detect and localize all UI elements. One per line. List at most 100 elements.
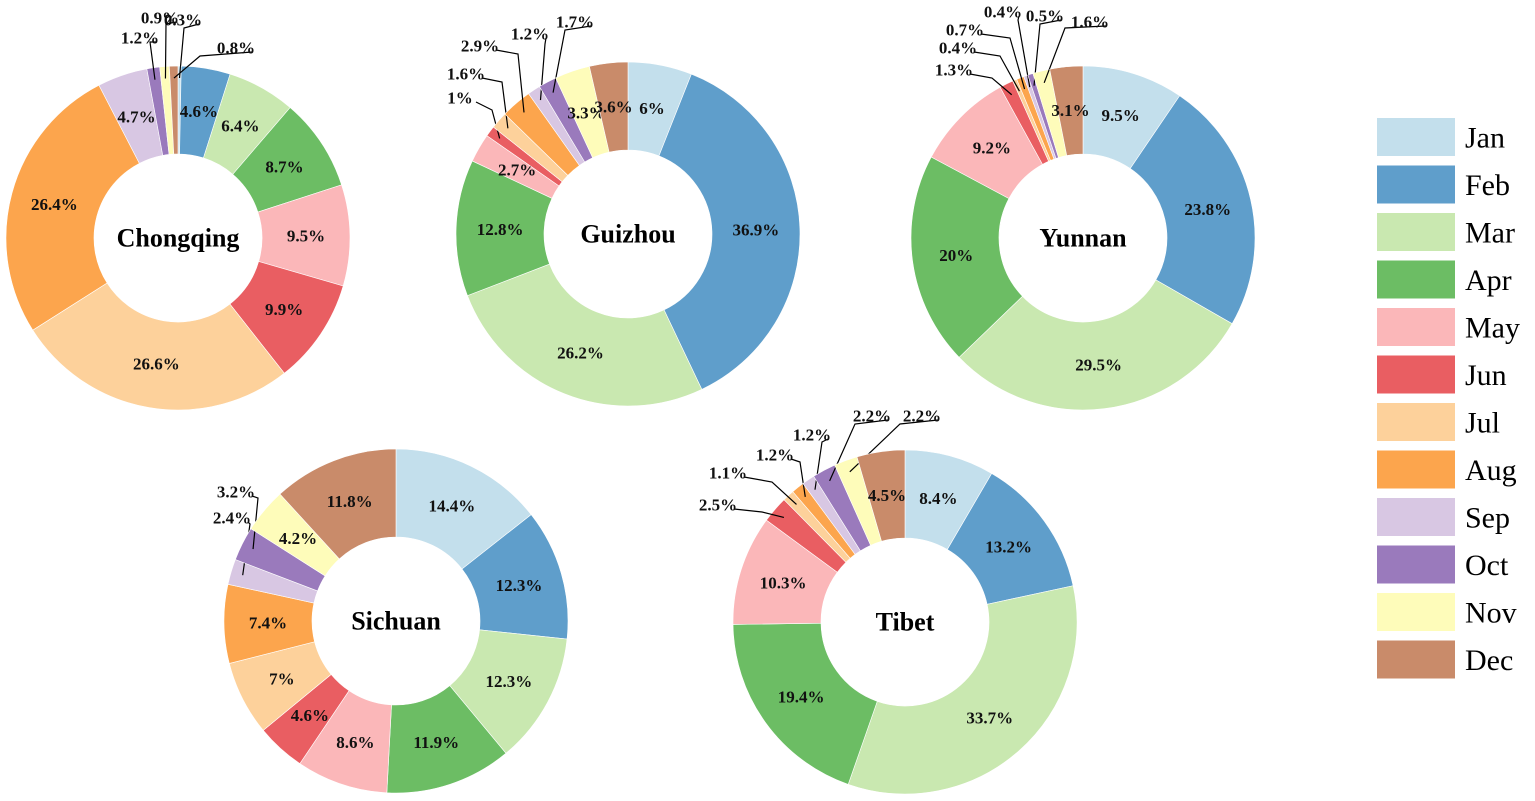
slice-label-sichuan-jun: 4.6% — [291, 706, 329, 725]
slice-label-chongqing-may: 9.5% — [287, 226, 325, 245]
slice-chongqing-aug — [5, 84, 140, 331]
slice-label-guizhou-aug: 2.9% — [461, 37, 499, 56]
slice-label-tibet-nov: 2.2% — [903, 407, 941, 426]
legend-swatch-aug — [1377, 450, 1455, 489]
slice-label-chongqing-mar: 6.4% — [221, 117, 259, 136]
slice-label-chongqing-feb: 4.6% — [180, 102, 218, 121]
leader-line-chongqing-dec — [173, 51, 253, 79]
leader-line-yunnan-jul — [973, 51, 1020, 92]
legend-label-nov: Nov — [1465, 597, 1517, 630]
legend-label-jul: Jul — [1465, 407, 1500, 440]
slice-label-guizhou-sep: 1.2% — [511, 25, 549, 44]
slice-label-yunnan-nov: 1.6% — [1071, 13, 1109, 32]
slice-label-tibet-jul: 1.1% — [709, 464, 747, 483]
legend-swatch-may — [1377, 308, 1455, 346]
slice-label-sichuan-aug: 7.4% — [249, 614, 287, 633]
leader-line-guizhou-oct — [552, 25, 592, 93]
slice-label-guizhou-jul: 1.6% — [447, 65, 485, 84]
legend-swatch-dec — [1377, 640, 1455, 679]
legend-swatch-sep — [1377, 498, 1455, 536]
slice-label-guizhou-feb: 36.9% — [733, 220, 780, 239]
legend-swatch-jul — [1377, 403, 1455, 441]
legend: Jan Feb Mar Apr May Jun Jul Aug Sep Oct Nov Dec — [1377, 118, 1520, 679]
slice-label-chongqing-aug: 26.4% — [31, 195, 78, 214]
slice-guizhou-dec — [589, 61, 629, 153]
legend-label-dec: Dec — [1465, 644, 1513, 677]
leader-line-yunnan-sep — [1017, 15, 1031, 88]
slice-label-guizhou-jun: 1% — [447, 89, 473, 108]
slice-label-tibet-sep: 1.2% — [793, 426, 831, 445]
donut-yunnan: 9.5%23.8%29.5%20%9.2%1.3%0.4%0.7%0.4% 0.5… — [910, 3, 1256, 411]
slice-label-guizhou-nov: 3.3% — [567, 103, 605, 122]
donut-tibet: 8.4% 13.2% 33.7% 19.4% 10.3% 2.5% 1.1% 1.2%1.2%… — [699, 407, 1078, 795]
slice-label-tibet-mar: 33.7% — [966, 708, 1013, 727]
slice-guizhou-mar — [467, 263, 703, 407]
slice-label-chongqing-jul: 26.6% — [133, 355, 180, 374]
legend-label-apr: Apr — [1465, 264, 1512, 297]
slice-label-tibet-aug: 1.2% — [756, 446, 794, 465]
legend-swatch-apr — [1377, 260, 1455, 299]
leader-line-yunnan-oct — [1033, 19, 1062, 86]
slice-label-yunnan-aug: 0.7% — [946, 21, 984, 40]
leader-line-chongqing-jan — [178, 23, 200, 79]
slice-label-sichuan-feb: 12.3% — [496, 576, 543, 595]
leader-line-guizhou-sep — [539, 37, 547, 101]
slice-label-yunnan-dec: 3.1% — [1051, 101, 1089, 120]
slice-sichuan-dec — [279, 448, 397, 560]
slice-label-tibet-feb: 13.2% — [985, 537, 1032, 556]
slice-label-sichuan-mar: 12.3% — [485, 672, 532, 691]
slice-label-tibet-may: 10.3% — [760, 573, 807, 592]
legend-swatch-nov — [1377, 593, 1455, 631]
slice-tibet-dec — [856, 449, 906, 542]
legend-label-oct: Oct — [1465, 549, 1509, 582]
donut-guizhou: 6% 36.9% 26.2% 12.8% 2.7% 1% 1.6% 2.9% 1.2% 1.7% 3… — [447, 13, 801, 407]
slice-label-chongqing-jun: 9.9% — [265, 300, 303, 319]
slice-label-chongqing-dec: 0.8% — [217, 39, 255, 58]
slice-label-yunnan-feb: 23.8% — [1184, 200, 1231, 219]
slice-label-sichuan-jan: 14.4% — [429, 496, 476, 515]
legend-label-aug: Aug — [1465, 454, 1517, 487]
slice-label-guizhou-apr: 12.8% — [477, 220, 524, 239]
slice-label-tibet-dec: 4.5% — [868, 486, 906, 505]
slice-label-yunnan-jun: 1.3% — [935, 61, 973, 80]
slice-label-guizhou-dec: 3.6% — [594, 97, 632, 116]
slice-label-tibet-apr: 19.4% — [778, 687, 825, 706]
slice-label-chongqing-nov: 0.9% — [141, 9, 179, 28]
slice-label-chongqing-apr: 8.7% — [265, 158, 303, 177]
donut-sichuan: 14.4% 12.3% 12.3% 11.9% 8.6% 4.6% 7% 7.4% 2.4% 3.… — [213, 448, 569, 794]
donut-center-label-chongqing: Chongqing — [117, 224, 240, 253]
slice-label-sichuan-apr: 11.9% — [413, 733, 459, 752]
slice-chongqing-jul — [32, 282, 285, 411]
donut-chongqing: 0.3% 4.6%6.4% 8.7% 9.5% 9.9% 26.6% 26.4% 4.7% 1.… — [5, 9, 351, 411]
leader-line-yunnan-aug — [980, 33, 1026, 90]
charts-layer: 0.3%4.6%6.4%8.7%9.5%9.9%26.6%26.4%4.7%1.… — [5, 3, 1256, 795]
legend-label-sep: Sep — [1465, 502, 1510, 535]
slice-label-tibet-jan: 8.4% — [919, 489, 957, 508]
slice-label-guizhou-mar: 26.2% — [557, 343, 604, 362]
slice-label-sichuan-may: 8.6% — [336, 733, 374, 752]
slice-yunnan-feb — [1129, 95, 1256, 325]
donut-center-label-tibet: Tibet — [876, 608, 935, 637]
slice-label-chongqing-sep: 4.7% — [117, 107, 155, 126]
leader-line-tibet-oct — [829, 419, 889, 482]
legend-label-mar: Mar — [1465, 217, 1515, 250]
slice-label-sichuan-jul: 7% — [269, 669, 295, 688]
leader-line-chongqing-oct — [149, 41, 156, 80]
slice-sichuan-jan — [395, 448, 532, 570]
slice-chongqing-dec — [169, 65, 179, 155]
slice-label-yunnan-oct: 0.5% — [1026, 7, 1064, 26]
slice-label-chongqing-oct: 1.2% — [121, 29, 159, 48]
slice-label-tibet-jun: 2.5% — [699, 496, 737, 515]
legend-label-feb: Feb — [1465, 169, 1510, 202]
slice-label-guizhou-may: 2.7% — [498, 161, 536, 180]
slice-label-sichuan-dec: 11.8% — [327, 492, 373, 511]
slice-label-yunnan-sep: 0.4% — [984, 3, 1022, 22]
leader-line-yunnan-jun — [969, 73, 1013, 96]
slice-label-guizhou-jan: 6% — [639, 99, 665, 118]
leader-line-yunnan-nov — [1043, 25, 1107, 83]
legend-swatch-oct — [1377, 545, 1455, 584]
leader-line-tibet-jul — [743, 476, 797, 505]
slice-yunnan-apr — [910, 156, 1023, 358]
leader-line-chongqing-nov — [164, 21, 177, 79]
